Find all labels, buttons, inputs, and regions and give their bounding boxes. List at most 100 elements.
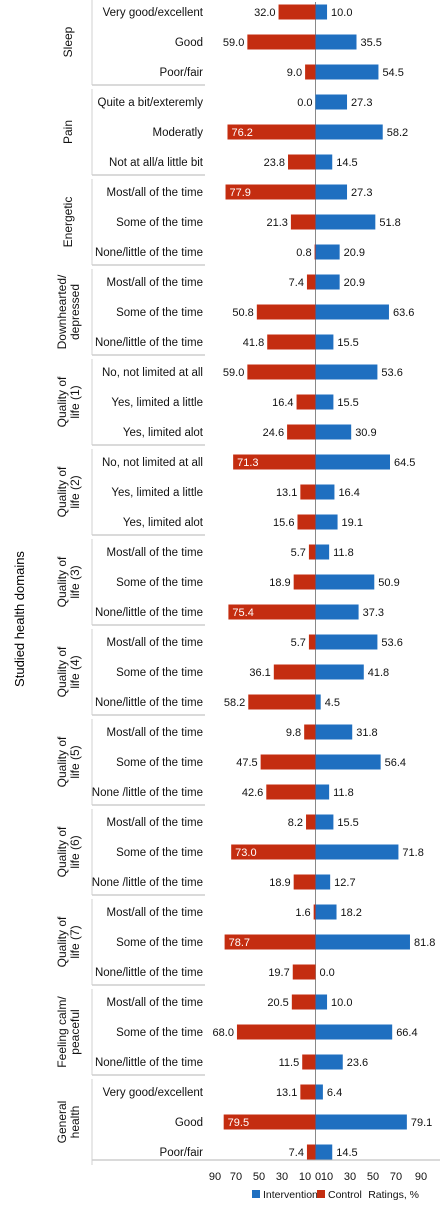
control-bar	[292, 964, 316, 980]
intervention-bar	[315, 364, 378, 380]
control-bar	[248, 694, 316, 710]
control-bar	[306, 1144, 316, 1160]
intervention-bar	[315, 574, 375, 590]
intervention-value-label: 20.9	[344, 247, 365, 259]
intervention-value-label: 56.4	[385, 757, 406, 769]
control-bar	[225, 184, 316, 200]
intervention-value-label: 41.8	[368, 667, 389, 679]
control-value-label: 18.9	[269, 877, 290, 889]
category-label: Good	[175, 1117, 203, 1129]
control-value-label: 76.2	[231, 127, 252, 139]
intervention-value-label: 63.6	[393, 307, 414, 319]
intervention-value-label: 53.6	[381, 637, 402, 649]
control-bar	[231, 844, 316, 860]
control-value-label: 1.6	[295, 907, 310, 919]
intervention-value-label: 79.1	[411, 1117, 432, 1129]
x-tick-label: 30	[276, 1171, 288, 1183]
control-value-label: 11.5	[279, 1057, 300, 1069]
intervention-bar	[315, 604, 359, 620]
group-label: peaceful	[68, 1009, 82, 1054]
control-value-label: 79.5	[228, 1117, 249, 1129]
control-bar	[247, 34, 316, 50]
control-bar	[224, 934, 316, 950]
intervention-bar	[315, 664, 364, 680]
intervention-value-label: 50.9	[378, 577, 399, 589]
control-bar	[314, 244, 316, 260]
category-label: Poor/fair	[160, 1147, 204, 1159]
group-label: life (5)	[68, 745, 82, 778]
control-value-label: 0.8	[296, 247, 311, 259]
intervention-bar	[315, 514, 338, 530]
x-tick-label: 10	[299, 1171, 311, 1183]
intervention-bar	[315, 454, 390, 470]
intervention-value-label: 27.3	[351, 97, 372, 109]
control-bar	[293, 874, 316, 890]
intervention-bar	[315, 154, 333, 170]
category-label: Very good/excellent	[103, 7, 204, 19]
legend-swatch-control	[317, 1190, 325, 1198]
control-bar	[266, 784, 316, 800]
group-label: health	[68, 1106, 82, 1139]
control-value-label: 41.8	[243, 337, 264, 349]
intervention-bar	[315, 724, 353, 740]
intervention-bar	[315, 94, 348, 110]
intervention-bar	[315, 184, 348, 200]
intervention-bar	[315, 334, 334, 350]
control-value-label: 42.6	[242, 787, 263, 799]
category-label: Poor/fair	[160, 67, 204, 79]
control-value-label: 7.4	[289, 277, 304, 289]
x-tick-label: 50	[367, 1171, 379, 1183]
group-label: Pain	[61, 120, 75, 144]
intervention-bar	[315, 34, 357, 50]
category-label: Some of the time	[116, 667, 203, 679]
group-label: life (4)	[68, 655, 82, 688]
category-label: Good	[175, 37, 203, 49]
intervention-bar	[315, 1024, 393, 1040]
y-axis-title: Studied health domains	[12, 551, 27, 687]
category-label: Yes, limited alot	[123, 427, 204, 439]
intervention-value-label: 6.4	[327, 1087, 342, 1099]
intervention-value-label: 64.5	[394, 457, 415, 469]
intervention-bar	[315, 64, 379, 80]
group-label: Quality of	[55, 646, 69, 697]
control-value-label: 77.9	[230, 187, 251, 199]
control-value-label: 78.7	[229, 937, 250, 949]
control-value-label: 15.6	[273, 517, 294, 529]
intervention-value-label: 15.5	[337, 817, 358, 829]
intervention-value-label: 0.0	[320, 967, 335, 979]
control-value-label: 75.4	[232, 607, 253, 619]
control-bar	[305, 64, 316, 80]
control-bar	[302, 1054, 316, 1070]
group-label: Quality of	[55, 466, 69, 517]
control-bar	[300, 484, 316, 500]
x-tick-label: 30	[344, 1171, 356, 1183]
intervention-bar	[315, 934, 410, 950]
group-label: life (2)	[68, 475, 82, 508]
legend-label-intervention: Intervention	[263, 1189, 318, 1201]
control-value-label: 50.8	[232, 307, 253, 319]
x-tick-label: 70	[230, 1171, 242, 1183]
control-bar	[267, 334, 316, 350]
control-bar	[293, 574, 316, 590]
control-value-label: 23.8	[264, 157, 285, 169]
group-label: Quality of	[55, 376, 69, 427]
control-bar	[273, 664, 316, 680]
control-value-label: 73.0	[235, 847, 256, 859]
category-label: No, not limited at all	[102, 457, 203, 469]
category-label: None /little of the time	[92, 877, 203, 889]
control-value-label: 8.2	[288, 817, 303, 829]
intervention-bar	[315, 304, 389, 320]
category-label: Most/all of the time	[106, 637, 203, 649]
x-tick-label: 50	[253, 1171, 265, 1183]
control-bar	[278, 4, 316, 20]
control-bar	[308, 544, 316, 560]
control-value-label: 9.8	[286, 727, 301, 739]
control-bar	[247, 364, 316, 380]
category-label: Yes, limited a little	[111, 487, 203, 499]
category-label: None/little of the time	[95, 337, 203, 349]
intervention-bar	[315, 844, 399, 860]
control-bar	[288, 154, 316, 170]
intervention-value-label: 14.5	[336, 157, 357, 169]
